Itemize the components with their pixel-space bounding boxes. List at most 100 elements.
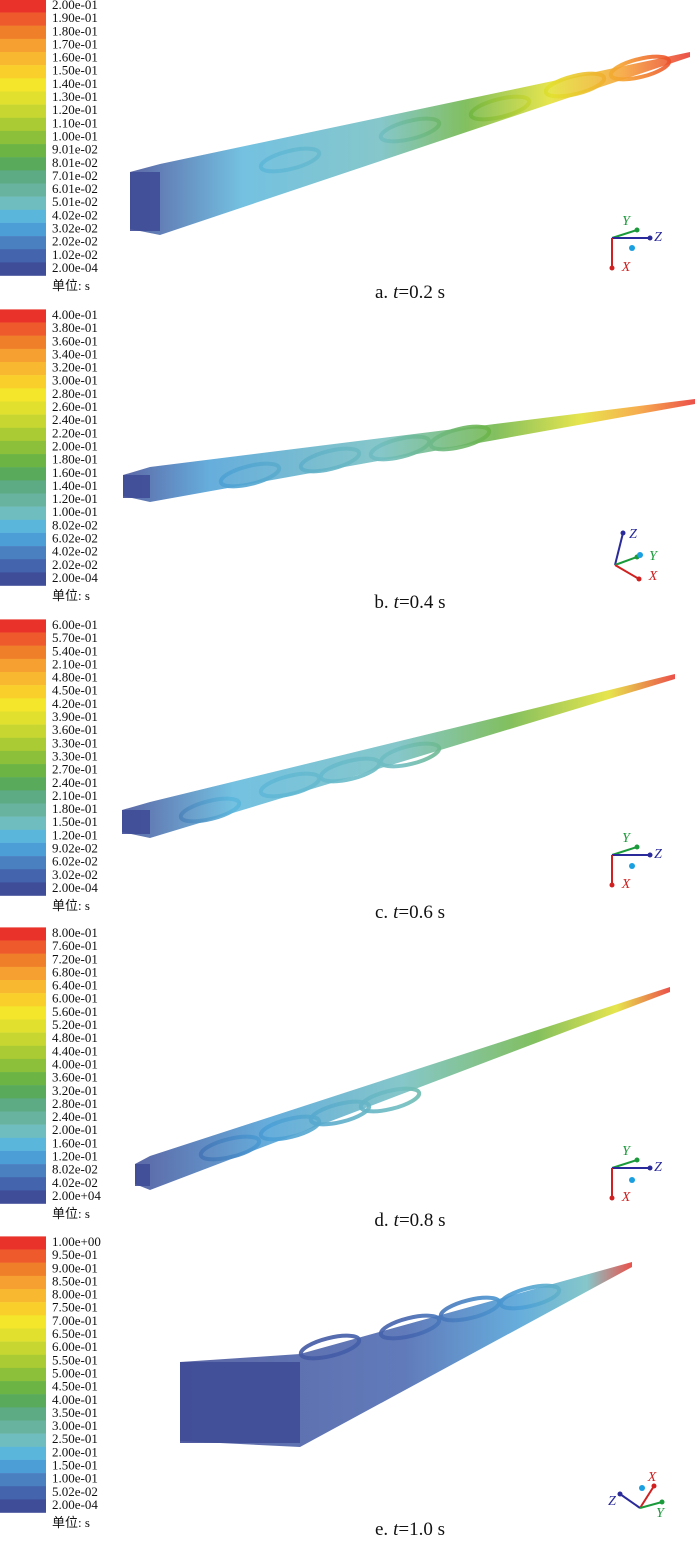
legend-swatch [0,750,46,765]
axis-arrow-head [634,1157,640,1163]
caption-value: =0.4 s [399,592,446,613]
legend-label: 3.60e-01 [52,333,98,348]
legend-label: 4.00e-01 [52,307,98,322]
legend-swatch [0,170,46,184]
legend-swatch [0,1072,46,1086]
legend-label: 3.30e-01 [52,735,98,750]
axis-arrow [639,1485,655,1509]
helix-loop [468,94,532,122]
helix-loop [258,146,322,174]
legend-swatch [0,980,46,994]
axis-arrow [611,229,638,239]
legend-label: 2.70e-01 [52,762,98,777]
legend-label: 7.50e-01 [52,1300,98,1315]
legend-swatch [0,362,46,376]
legend-label: 2.00e-01 [52,438,98,453]
legend-swatch [0,1459,46,1474]
legend-swatch [0,480,46,494]
legend-swatch [0,157,46,171]
caption-label: c. [375,902,388,923]
legend-swatch [0,440,46,455]
legend-swatch [0,1394,46,1408]
legend-swatch [0,737,46,752]
legend-swatch [0,0,46,13]
axis-arrow-head [617,1491,623,1497]
legend-label: 5.20e-01 [52,1017,98,1032]
legend-swatch [0,467,46,481]
axis-arrow [639,1501,663,1509]
legend-swatch [0,777,46,791]
legend-label: 1.10e-01 [52,115,98,130]
particle-stream [123,399,695,502]
legend-label: 9.02e-02 [52,841,98,856]
legend-swatch [0,196,46,211]
helix-loop [308,1099,372,1127]
legend-swatch [0,1407,46,1421]
legend-label: 2.00e-01 [52,0,98,12]
legend-label: 5.50e-01 [52,1352,98,1367]
legend-label: 3.20e-01 [52,360,98,375]
helix-loop [358,1086,422,1114]
legend-label: 2.10e-01 [52,788,98,803]
legend-swatch [0,1433,46,1448]
axis-dot [629,1177,635,1183]
legend-label: 1.60e-01 [52,1135,98,1150]
legend-swatch [0,322,46,336]
legend-label: 8.02e-02 [52,517,98,532]
legend-swatch [0,1367,46,1382]
legend-label: 7.60e-01 [52,938,98,953]
axis-label: Y [656,1506,666,1521]
legend-swatch [0,375,46,389]
legend-swatch [0,953,46,968]
legend-swatch [0,856,46,870]
axis-label: X [621,1190,631,1205]
helix-loop [428,424,492,452]
legend-label: 1.80e-01 [52,452,98,467]
legend-swatch [0,12,46,26]
axis-arrow-head [636,576,642,582]
legend-swatch [0,1302,46,1316]
legend-label: 3.02e-02 [52,867,98,882]
helix-loop [198,1134,262,1162]
legend-swatch [0,506,46,521]
legend-label: 3.30e-01 [52,748,98,763]
legend-swatch [0,401,46,415]
legend-label: 1.20e-01 [52,491,98,506]
inlet-block [130,172,160,231]
legend-swatch [0,1164,46,1178]
legend-label: 2.00e-04 [52,1497,98,1512]
caption-value: =1.0 s [398,1519,445,1540]
legend-swatch [0,532,46,547]
legend-swatch [0,1354,46,1369]
caption: a. t=0.2 s [375,282,445,303]
legend-label: 9.50e-01 [52,1247,98,1262]
legend-label: 2.00e-01 [52,1444,98,1459]
legend-label: 6.50e-01 [52,1326,98,1341]
legend-label: 7.20e-01 [52,951,98,966]
helix-loop [258,1114,322,1142]
legend-label: 3.60e-01 [52,1070,98,1085]
legend-swatch [0,927,46,941]
legend-swatch [0,803,46,817]
axis-arrow-head [647,235,653,241]
legend-swatch [0,78,46,92]
legend-swatch [0,1137,46,1152]
axis-arrow-head [659,1499,665,1505]
legend-label: 6.02e-02 [52,531,98,546]
legend-label: 6.00e-01 [52,991,98,1006]
axis-arrow-head [647,852,653,858]
axis-label: X [621,877,631,892]
legend-swatch [0,672,46,686]
legend-label: 2.02e-02 [52,234,98,249]
legend-label: 1.50e-01 [52,1458,98,1473]
axis-arrow [614,556,638,566]
caption: e. t=1.0 s [375,1519,445,1540]
axis-label: Z [654,847,662,862]
helix-loop [378,741,442,769]
legend-label: 2.50e-01 [52,1431,98,1446]
legend-swatch [0,1262,46,1277]
legend-label: 3.00e-01 [52,373,98,388]
caption-value: =0.2 s [398,282,445,303]
legend-swatch [0,966,46,981]
legend-swatch [0,559,46,573]
